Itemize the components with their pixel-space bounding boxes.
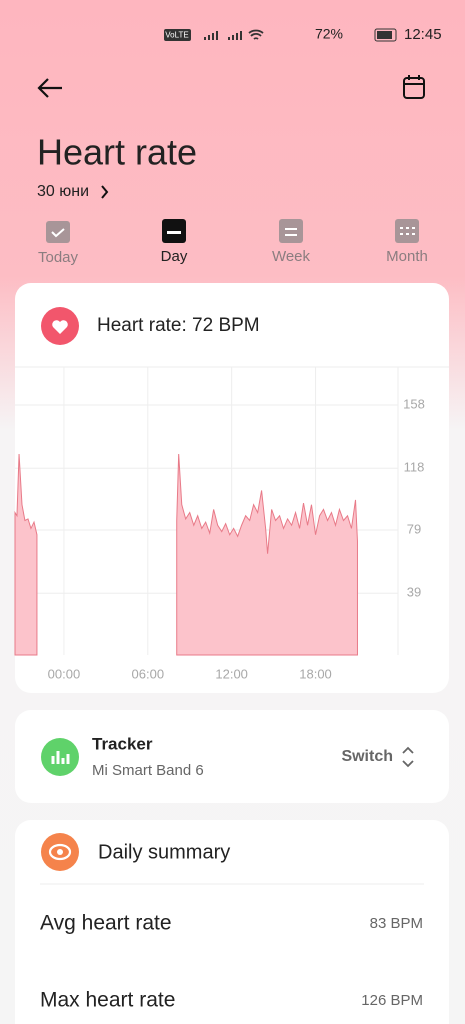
tracker-title: Tracker <box>92 734 153 753</box>
x-tick-label: 18:00 <box>299 666 332 681</box>
tracker-device: Mi Smart Band 6 <box>92 762 204 779</box>
page-title: Heart rate <box>37 132 197 173</box>
y-tick-label: 158 <box>403 396 425 411</box>
row-value: 126 BPM <box>361 992 423 1009</box>
row-value: 83 BPM <box>370 915 423 932</box>
tab-day[interactable]: Day <box>161 248 188 265</box>
battery-percent: 72% <box>315 26 343 42</box>
y-tick-label: 118 <box>404 460 425 475</box>
switch-chevrons[interactable] <box>402 746 414 768</box>
heart-rate-area <box>14 454 358 656</box>
status-bar: VoLTE 72% 12:45 <box>164 26 442 43</box>
tab-week[interactable]: Week <box>272 248 311 265</box>
tab-icons <box>46 219 419 243</box>
summary-pupil <box>57 849 63 855</box>
volte-badge <box>164 29 191 41</box>
row-label: Avg heart rate <box>40 912 172 935</box>
chart: 39 79 118 158 00:00 06:00 12:00 18:00 <box>14 366 449 681</box>
back-button[interactable] <box>37 78 62 98</box>
tracker-glyph <box>51 751 70 764</box>
date-label[interactable]: 30 юни <box>37 183 89 200</box>
battery-icon <box>374 28 397 42</box>
heart-rate-label: Heart rate: 72 BPM <box>97 315 260 336</box>
network-label: VoLTE <box>165 31 188 40</box>
switch-button[interactable]: Switch <box>341 748 393 765</box>
heart-glyph <box>52 320 68 334</box>
tracker-icon <box>41 738 79 776</box>
x-tick-label: 12:00 <box>215 666 248 681</box>
clock: 12:45 <box>404 26 442 43</box>
summary-title: Daily summary <box>98 841 230 863</box>
summary-glyph <box>48 843 72 861</box>
tab-month[interactable]: Month <box>386 248 428 265</box>
date-chevron[interactable] <box>101 185 109 199</box>
battery-level <box>377 31 392 39</box>
wifi-icon <box>248 29 264 40</box>
tracker-card <box>15 710 449 803</box>
x-tick-label: 06:00 <box>132 666 165 681</box>
calendar-button[interactable] <box>403 75 425 99</box>
tab-today[interactable]: Today <box>38 249 79 266</box>
y-tick-label: 79 <box>407 521 421 536</box>
x-tick-label: 00:00 <box>48 666 81 681</box>
row-label: Max heart rate <box>40 989 175 1012</box>
y-tick-label: 39 <box>407 585 421 600</box>
summary-card <box>15 820 449 1024</box>
signal-icon <box>204 31 242 40</box>
